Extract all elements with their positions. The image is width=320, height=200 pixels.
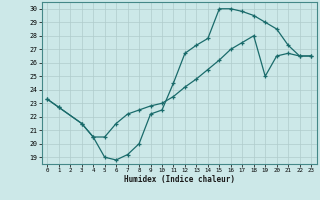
X-axis label: Humidex (Indice chaleur): Humidex (Indice chaleur) (124, 175, 235, 184)
